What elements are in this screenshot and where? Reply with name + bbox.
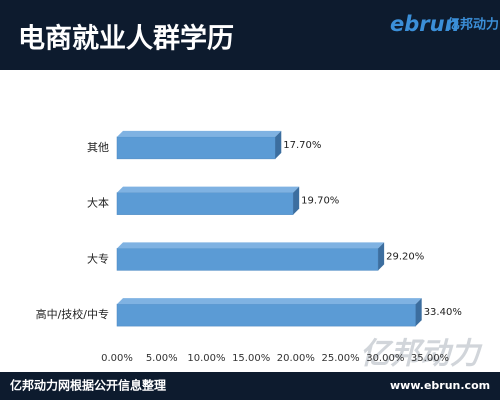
url: www.ebrun.com (390, 379, 490, 392)
x-tick-label: 5.00% (146, 353, 178, 364)
x-tick-label: 15.00% (232, 353, 270, 364)
value-label: 33.40% (424, 307, 462, 318)
x-tick-label: 20.00% (277, 353, 315, 364)
source: 亿邦动力网根据公开信息整理 (10, 378, 166, 393)
x-tick-label: 35.00% (411, 353, 449, 364)
value-label: 29.20% (386, 251, 424, 262)
y-tick-label: 其他 (87, 141, 109, 154)
footer (0, 372, 500, 400)
bar (116, 192, 294, 215)
bar (116, 303, 416, 327)
bar-top (117, 130, 282, 137)
bar-top (117, 242, 385, 249)
logo: ebrun (390, 12, 460, 36)
value-label: 17.70% (283, 140, 321, 151)
bar (116, 136, 276, 160)
x-tick-label: 30.00% (366, 353, 404, 364)
watermark: 亿邦动力 (360, 337, 483, 372)
bar-side (378, 242, 385, 271)
bar-side (415, 298, 422, 327)
bar-top (117, 186, 300, 193)
bar (116, 248, 379, 271)
value-label: 19.70% (301, 196, 339, 207)
header (0, 0, 500, 70)
y-tick-label: 大本 (87, 196, 109, 210)
x-tick-label: 0.00% (101, 353, 133, 364)
y-tick-label: 大专 (87, 251, 109, 265)
x-tick-label: 25.00% (322, 353, 360, 364)
bar-side (275, 130, 282, 159)
chart-title: 电商就业人群学历 (18, 23, 234, 55)
bar-top (117, 298, 422, 305)
bar-side (293, 186, 300, 215)
x-tick-label: 10.00% (187, 353, 225, 364)
logo-cn: 亿邦动力 (447, 17, 499, 33)
y-tick-label: 高中/技校/中专 (36, 307, 109, 321)
